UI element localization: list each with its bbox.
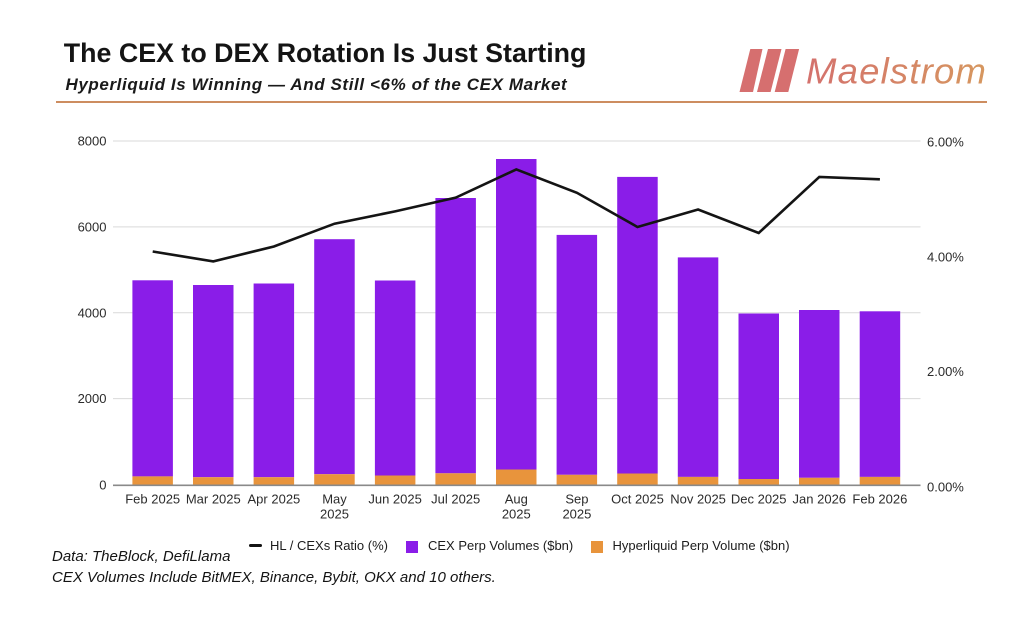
svg-text:May: May: [322, 492, 347, 507]
svg-text:Feb 2025: Feb 2025: [125, 492, 180, 507]
svg-text:Dec 2025: Dec 2025: [731, 492, 787, 507]
svg-text:2000: 2000: [78, 391, 107, 406]
svg-text:Jan 2026: Jan 2026: [793, 492, 847, 507]
svg-text:8000: 8000: [78, 134, 107, 149]
svg-text:Jun 2025: Jun 2025: [368, 492, 422, 507]
svg-text:2025: 2025: [562, 506, 591, 521]
svg-text:2025: 2025: [502, 506, 531, 521]
svg-text:0: 0: [99, 478, 106, 493]
svg-text:6000: 6000: [78, 220, 107, 235]
svg-text:0.00%: 0.00%: [927, 480, 964, 495]
svg-text:4.00%: 4.00%: [927, 249, 964, 264]
svg-text:2025: 2025: [320, 506, 349, 521]
svg-text:2.00%: 2.00%: [927, 364, 964, 379]
svg-text:Aug: Aug: [505, 492, 528, 507]
svg-text:Nov 2025: Nov 2025: [670, 492, 726, 507]
svg-text:Feb 2026: Feb 2026: [852, 492, 907, 507]
svg-text:Apr 2025: Apr 2025: [248, 492, 301, 507]
svg-text:Oct 2025: Oct 2025: [611, 492, 664, 507]
svg-text:6.00%: 6.00%: [927, 135, 964, 150]
svg-text:Jul 2025: Jul 2025: [431, 492, 480, 507]
svg-text:Sep: Sep: [565, 492, 588, 507]
svg-text:Mar 2025: Mar 2025: [186, 492, 241, 507]
svg-text:Maelstrom: Maelstrom: [806, 50, 987, 91]
svg-text:4000: 4000: [78, 305, 107, 320]
